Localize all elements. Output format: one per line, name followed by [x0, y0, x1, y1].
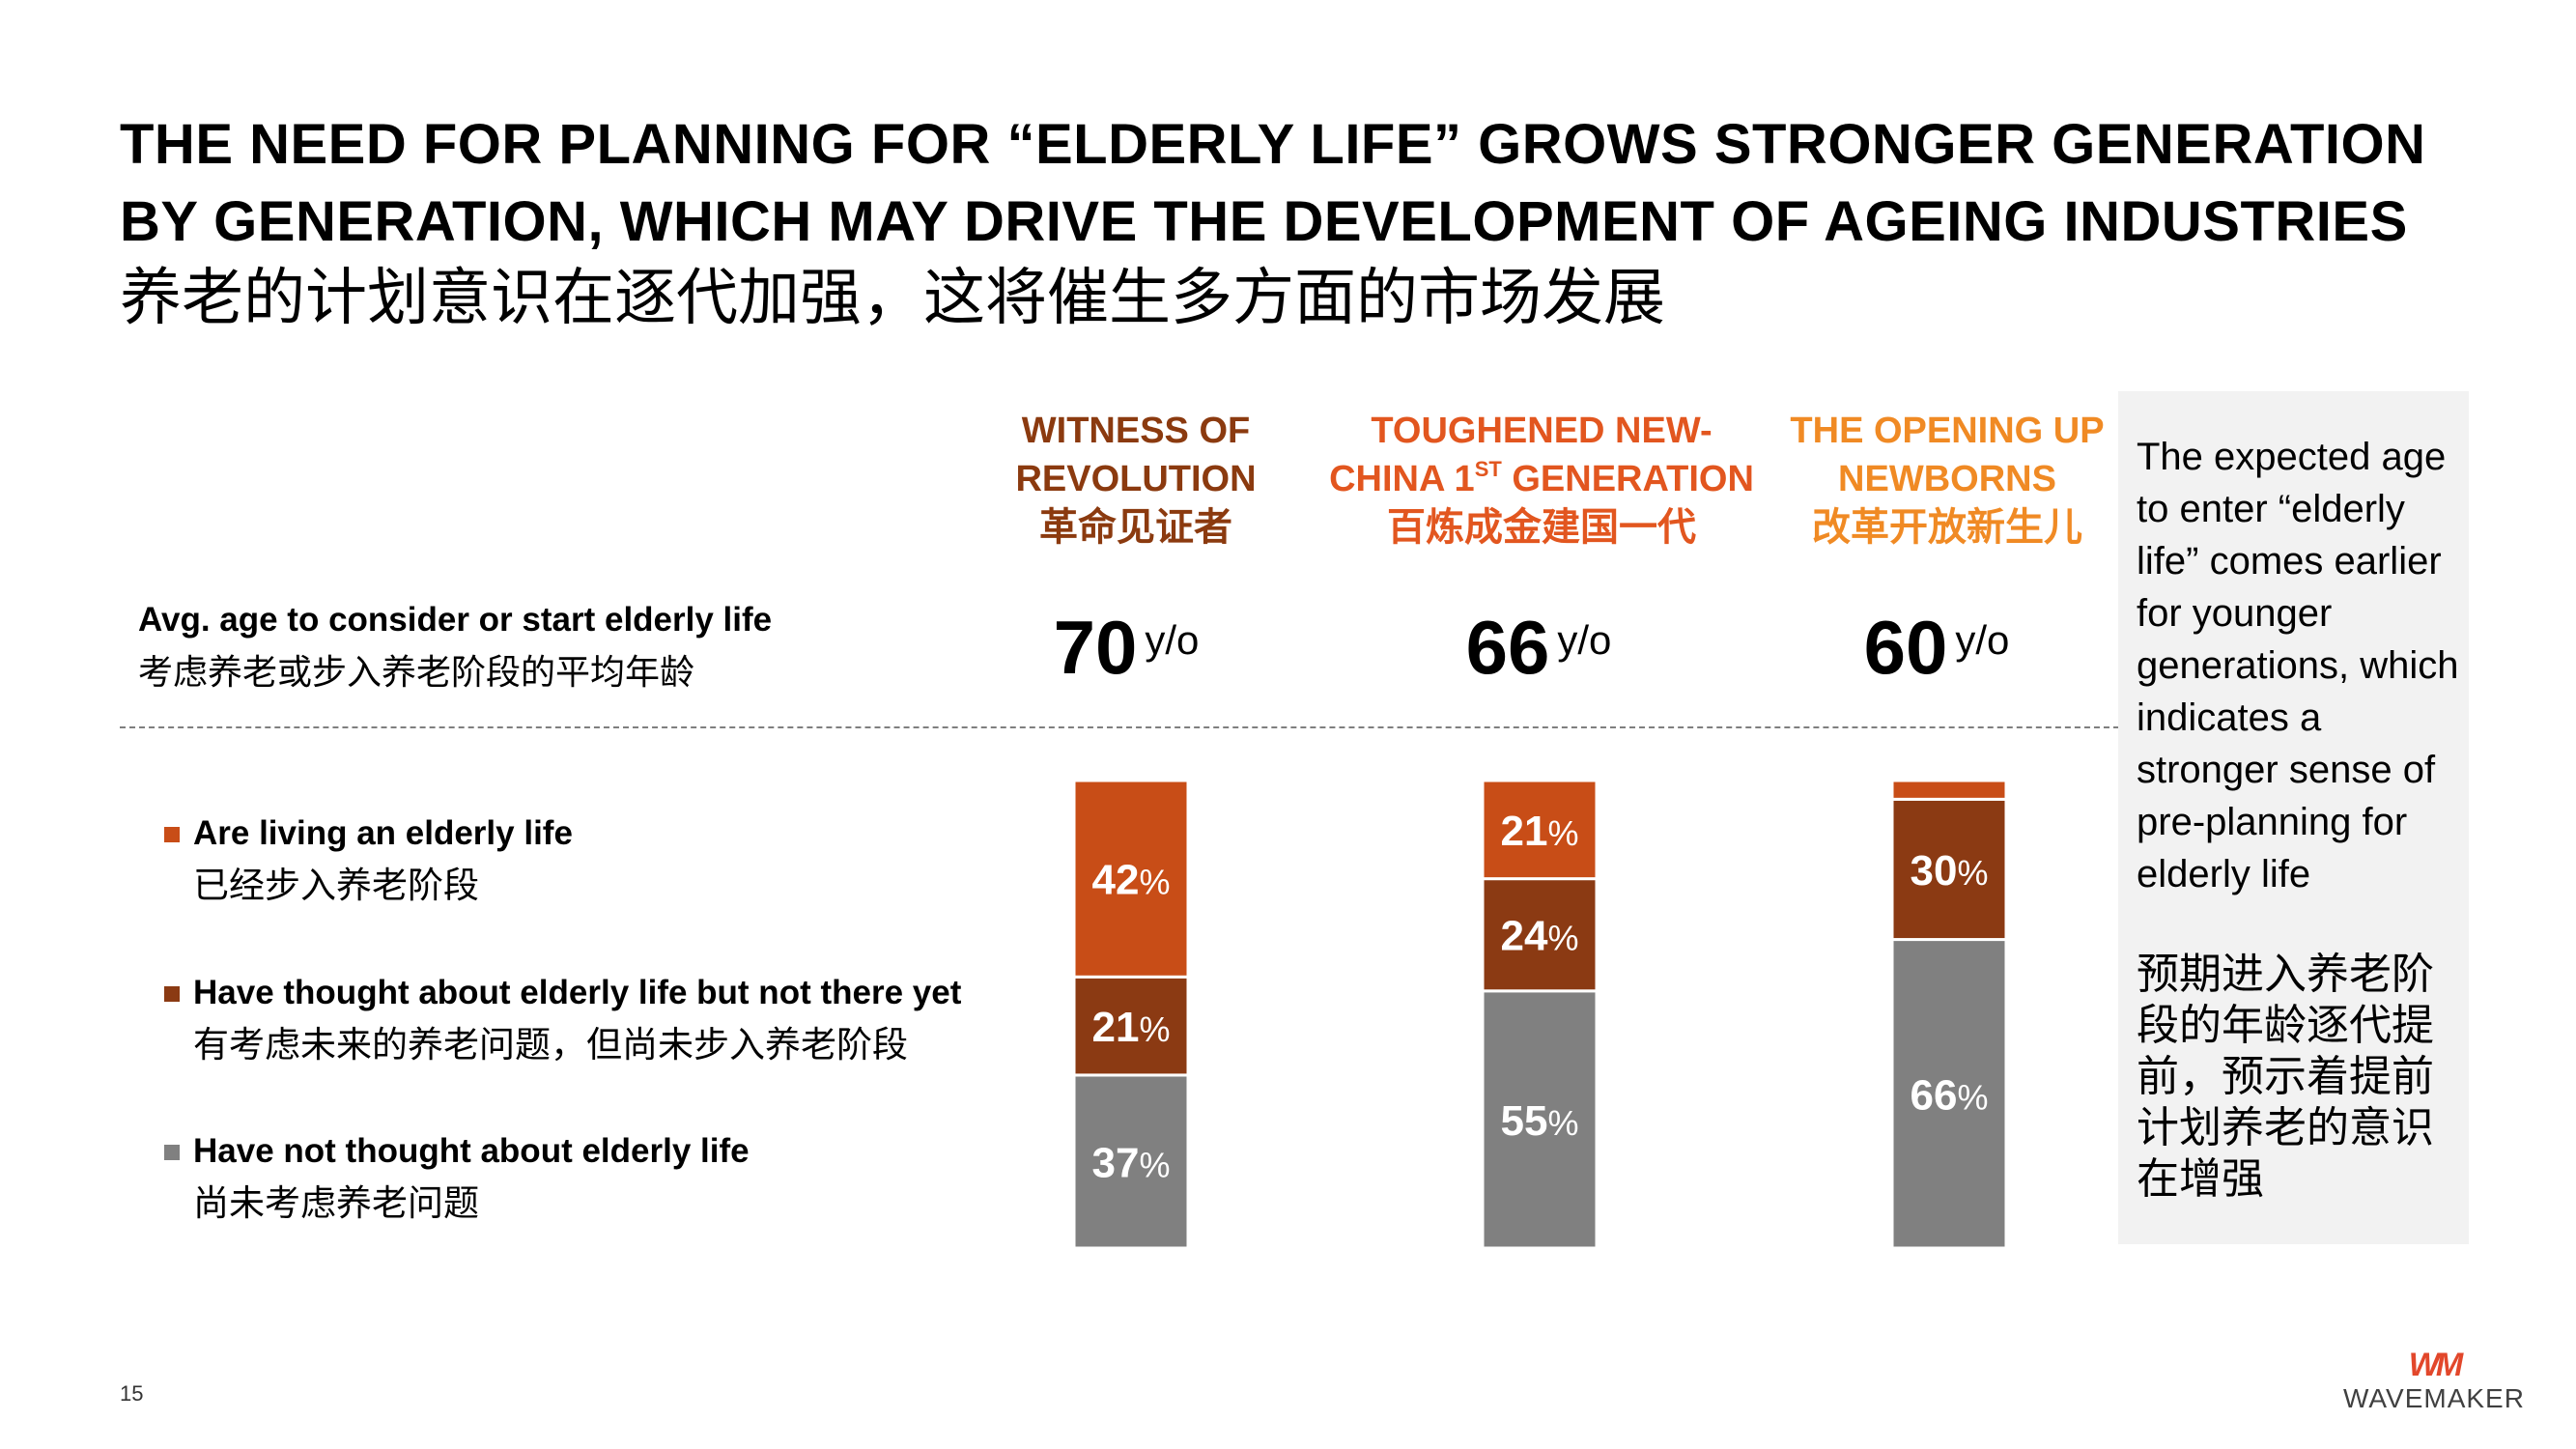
- avg-age-value-witness: 70 y/o: [1053, 605, 1200, 690]
- generation-name-chinese: 改革开放新生儿: [1812, 506, 2082, 549]
- generation-header-toughened: TOUGHENED NEW- CHINA 1ST GENERATION 百炼成金…: [1310, 407, 1773, 552]
- generation-name-line-1: TOUGHENED NEW-: [1371, 411, 1713, 451]
- bar-value-label: 66%: [1911, 1071, 1989, 1119]
- legend-swatch: [164, 827, 180, 842]
- insight-text-chinese: 预期进入养老阶段的年龄逐代提前，预示着提前计划养老的意识在增强: [2137, 951, 2434, 1203]
- bar-segment: [1072, 975, 1190, 1077]
- generation-header-opening-up: THE OPENING UP NEWBORNS 改革开放新生儿: [1715, 407, 2179, 552]
- legend-swatch: [164, 986, 180, 1002]
- legend-label-chinese: 有考虑未来的养老问题，但尚未步入养老阶段: [193, 1025, 908, 1065]
- bar-value-label: 30%: [1911, 847, 1989, 895]
- bar-segment: [1481, 877, 1599, 993]
- generation-header-witness: WITNESS OF REVOLUTION 革命见证者: [904, 407, 1368, 552]
- generation-name-chinese: 百炼成金建国一代: [1387, 506, 1696, 549]
- insight-panel: [2118, 391, 2469, 1244]
- bar-value-label: 42%: [1092, 857, 1171, 904]
- legend-label-chinese: 已经步入养老阶段: [193, 866, 479, 905]
- generation-name-line-1: THE OPENING UP: [1790, 411, 2105, 451]
- generation-name-chinese: 革命见证者: [1039, 506, 1232, 549]
- bar-value-label: 21%: [1092, 1004, 1171, 1051]
- page-number: 15: [120, 1381, 144, 1406]
- generation-name-line-2: REVOLUTION: [1015, 459, 1257, 499]
- avg-age-value-toughened: 66 y/o: [1465, 605, 1612, 690]
- generation-name-line-2: CHINA 1ST GENERATION: [1329, 457, 1754, 499]
- avg-age-label-chinese: 考虑养老或步入养老阶段的平均年龄: [138, 652, 695, 692]
- page-title-line-2: BY GENERATION, WHICH MAY DRIVE THE DEVEL…: [120, 190, 2408, 253]
- legend-label: Have not thought about elderly life: [193, 1132, 750, 1170]
- bar-value-label: 21%: [1501, 808, 1579, 855]
- bar-value-label: 24%: [1501, 913, 1579, 960]
- legend-item-thought: Have thought about elderly life but not …: [164, 969, 961, 1073]
- bar-segment: [1890, 779, 2008, 801]
- bar-segment: [1481, 779, 1599, 881]
- bar-segment: [1072, 779, 1190, 979]
- legend-label: Have thought about elderly life but not …: [193, 974, 962, 1011]
- page-title-line-1: THE NEED FOR PLANNING FOR “ELDERLY LIFE”…: [120, 113, 2426, 176]
- dashed-divider: [120, 726, 2119, 728]
- legend-label-chinese: 尚未考虑养老问题: [193, 1183, 479, 1223]
- generation-name-line-2: NEWBORNS: [1838, 459, 2056, 499]
- insight-text: The expected age to enter “elderly life”…: [2137, 436, 2459, 895]
- bar-segment: [1890, 797, 2008, 942]
- legend-swatch: [164, 1145, 180, 1160]
- generation-name-line-1: WITNESS OF: [1021, 411, 1251, 451]
- logo-mark: WM: [2408, 1347, 2463, 1383]
- wavemaker-logo: WM WAVEMAKER: [2337, 1348, 2531, 1415]
- bar-value-label: 55%: [1501, 1097, 1579, 1145]
- legend-item-not-thought: Have not thought about elderly life 尚未考虑…: [164, 1127, 750, 1232]
- bar-segment: [1072, 1073, 1190, 1250]
- avg-age-value-opening-up: 60 y/o: [1863, 605, 2010, 690]
- bar-value-label: 37%: [1092, 1139, 1171, 1186]
- page-title-chinese: 养老的计划意识在逐代加强，这将催生多方面的市场发展: [120, 263, 1665, 332]
- legend-label: Are living an elderly life: [193, 814, 573, 852]
- logo-text: WAVEMAKER: [2343, 1383, 2525, 1413]
- bar-segment: [1481, 989, 1599, 1250]
- legend-item-living: Are living an elderly life 已经步入养老阶段: [164, 810, 573, 914]
- bar-segment: [1890, 938, 2008, 1250]
- avg-age-label: Avg. age to consider or start elderly li…: [138, 601, 773, 639]
